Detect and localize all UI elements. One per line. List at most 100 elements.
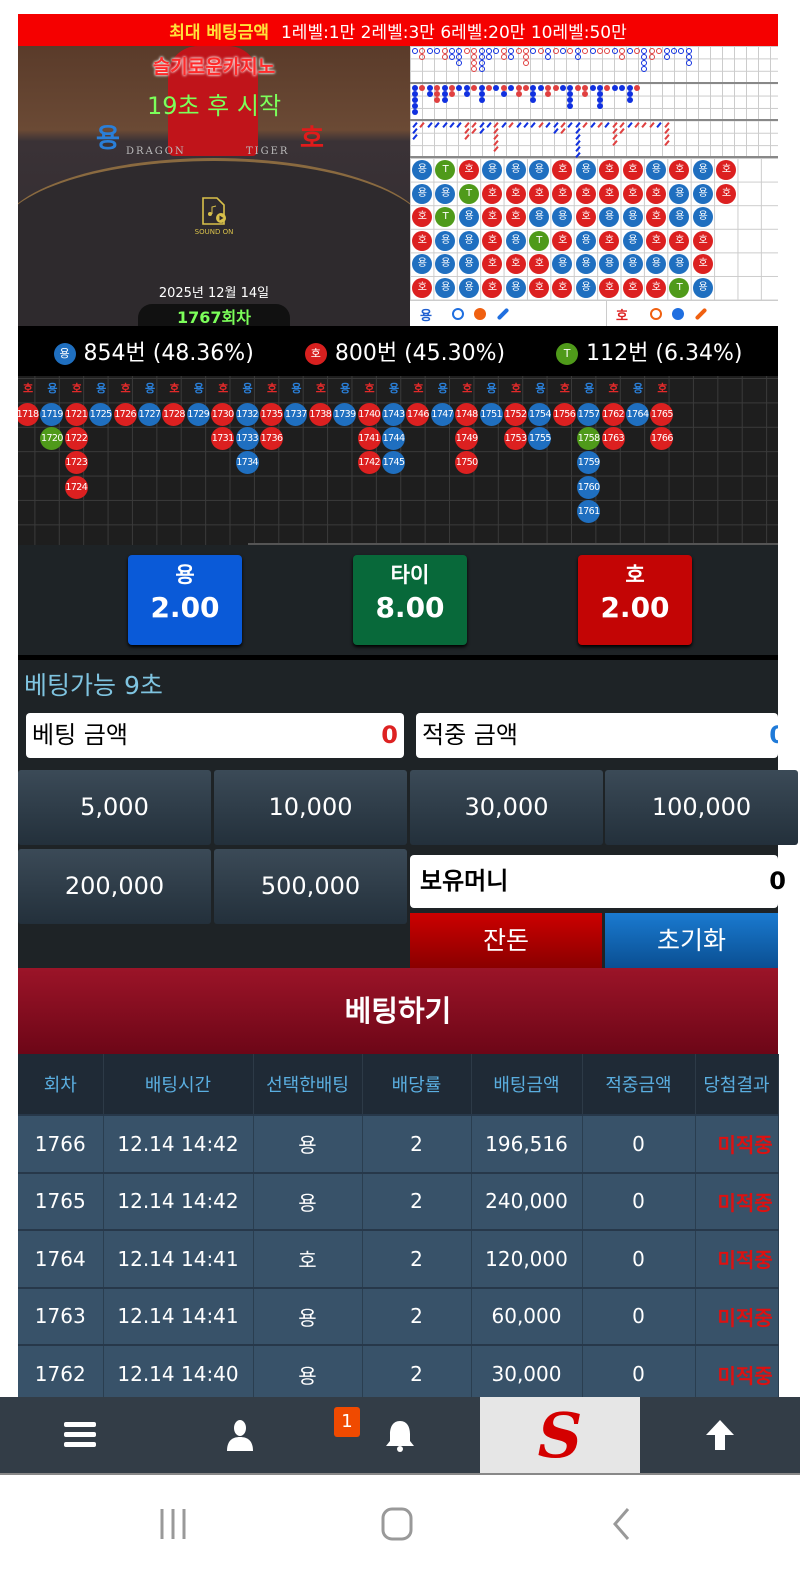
bead-result: 호 — [412, 230, 432, 251]
small-road-mark — [634, 85, 640, 91]
dragon-bigeye-icon — [452, 308, 464, 320]
big-road-column-label: 용 — [584, 382, 595, 395]
sound-on-button[interactable]: SOUND ON — [194, 196, 234, 256]
chip-30000[interactable]: 30,000 — [410, 770, 603, 845]
big-road-result: 1732 — [235, 402, 259, 426]
big-eye-road-mark — [663, 48, 670, 54]
bead-result: 호 — [599, 183, 620, 204]
bead-result: 호 — [599, 160, 620, 180]
big-road-column-label: 용 — [193, 382, 204, 395]
cockroach-road-mark — [552, 122, 559, 128]
big-road-result: 1723 — [64, 451, 88, 475]
menu-button[interactable] — [0, 1397, 160, 1473]
place-bet-button[interactable]: 베팅하기 — [18, 968, 778, 1054]
bead-result: 용 — [575, 254, 596, 275]
tie-bet-button[interactable]: 타이 8.00 — [353, 555, 467, 645]
cell-round: 1762 — [18, 1344, 104, 1403]
big-eye-road-mark — [648, 48, 655, 54]
column-header[interactable]: 선택한배팅 — [253, 1054, 363, 1115]
cockroach-road-mark — [412, 122, 418, 128]
bead-result: 호 — [412, 207, 432, 228]
column-header[interactable]: 배팅시간 — [103, 1054, 254, 1115]
big-road-result: 1733 — [235, 426, 259, 450]
bead-result: 호 — [646, 278, 666, 298]
big-road-result: 1740 — [357, 402, 381, 426]
cockroach-road-mark — [619, 128, 625, 134]
notifications-button[interactable]: 1 — [320, 1397, 480, 1473]
cockroach-road-mark — [478, 122, 485, 128]
banner-limits: 1레벨:1만 2레벨:3만 6레벨:20만 10레벨:50만 — [280, 22, 627, 43]
arrow-up-icon — [706, 1420, 734, 1450]
tiger-bet-button[interactable]: 호 2.00 — [578, 555, 692, 645]
chip-10000[interactable]: 10,000 — [214, 770, 407, 845]
chip-5000[interactable]: 5,000 — [18, 770, 211, 845]
bet-amount-value: 0 — [381, 721, 398, 749]
cockroach-road-mark — [464, 128, 470, 134]
cockroach-road-mark — [478, 128, 485, 134]
big-eye-road-mark — [663, 54, 670, 60]
big-road-result: 1735 — [260, 402, 283, 426]
cockroach-road-mark — [663, 134, 670, 140]
bead-result: 용 — [599, 207, 620, 228]
column-header[interactable]: 회차 — [18, 1054, 104, 1115]
big-road-result: 1749 — [455, 426, 479, 450]
home-icon[interactable] — [380, 1507, 414, 1541]
scroll-top-button[interactable] — [640, 1397, 800, 1473]
big-road-result: 1745 — [382, 451, 405, 475]
bead-result: 호 — [599, 230, 620, 251]
small-road-mark — [426, 91, 433, 97]
cockroach-road-mark — [523, 122, 529, 128]
big-road-column-label: 용 — [535, 382, 546, 395]
big-road-column-label: 용 — [632, 382, 644, 395]
bead-result: 호 — [529, 254, 549, 275]
big-road-column-label: 호 — [510, 382, 522, 395]
reset-button[interactable]: 초기화 — [605, 913, 778, 968]
live-video[interactable]: 슬기로운카지노 19초 후 시작 용 호 DRAGON TIGER SOUND … — [18, 46, 410, 326]
column-header[interactable]: 적중금액 — [582, 1054, 696, 1115]
recent-apps-icon[interactable] — [158, 1507, 190, 1541]
small-road-mark — [626, 97, 633, 103]
bead-result: 용 — [435, 278, 456, 298]
bead-result: 용 — [552, 207, 573, 228]
back-icon[interactable] — [610, 1507, 634, 1541]
chip-500000[interactable]: 500,000 — [214, 849, 407, 924]
dragon-bet-button[interactable]: 용 2.00 — [128, 555, 242, 645]
cockroach-road-mark — [560, 128, 566, 134]
big-road-column-label: 호 — [22, 382, 34, 395]
logo-button[interactable]: S — [480, 1397, 640, 1473]
cell-result: 미적중 — [695, 1344, 779, 1403]
big-eye-road-mark — [641, 66, 648, 72]
profile-button[interactable] — [160, 1397, 320, 1473]
cash-label: 보유머니 — [420, 867, 509, 895]
cell-round: 1765 — [18, 1171, 104, 1230]
bead-result: 용 — [412, 160, 432, 180]
cockroach-road-mark — [427, 122, 433, 128]
cockroach-road-mark — [663, 140, 670, 146]
cell-bet-time: 12.14 14:40 — [103, 1344, 254, 1403]
big-eye-road-mark — [419, 54, 426, 60]
bead-result: 호 — [529, 183, 549, 204]
big-eye-road-mark — [478, 54, 485, 60]
small-road-mark — [515, 85, 522, 91]
small-road-mark — [463, 85, 470, 91]
bead-result: 호 — [669, 160, 690, 180]
big-road-column-label: 용 — [96, 382, 107, 395]
bead-result: 용 — [622, 207, 643, 228]
big-eye-road-mark — [530, 48, 537, 54]
scrollbar[interactable] — [248, 543, 778, 546]
road-divider — [410, 119, 778, 121]
cockroach-road-mark — [471, 128, 477, 134]
dragon-felt-label: DRAGON — [126, 146, 186, 157]
cockroach-road-mark — [441, 122, 448, 128]
big-road-column-label: 호 — [462, 382, 473, 395]
column-header[interactable]: 당첨결과 — [695, 1054, 779, 1115]
small-road-mark — [412, 109, 418, 115]
column-header[interactable]: 배팅금액 — [471, 1054, 583, 1115]
tiger-side-label: 호 — [300, 124, 324, 154]
cell-odds: 2 — [362, 1114, 472, 1173]
column-header[interactable]: 배당률 — [362, 1054, 472, 1115]
chip-100000[interactable]: 100,000 — [605, 770, 798, 845]
big-road-result: 1725 — [89, 402, 113, 426]
change-button[interactable]: 잔돈 — [410, 913, 602, 968]
chip-200000[interactable]: 200,000 — [18, 849, 211, 924]
